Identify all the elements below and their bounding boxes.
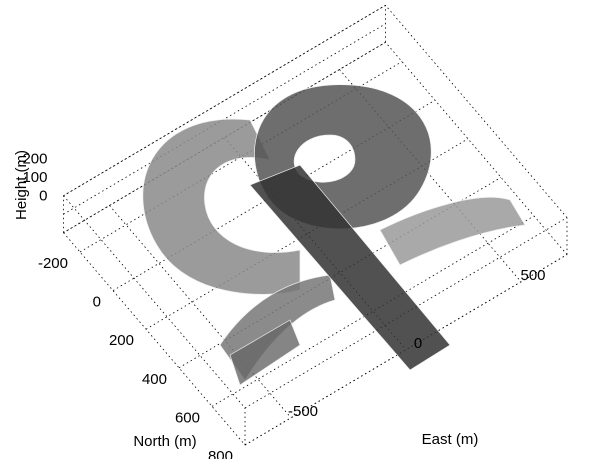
x-tick-label: -200 xyxy=(38,255,68,272)
z-tick-label: 100 xyxy=(22,169,47,186)
y-tick-label: -500 xyxy=(288,403,318,420)
x-tick-label: 400 xyxy=(142,371,167,388)
x-tick-label: 800 xyxy=(208,448,233,459)
y-tick-label: 500 xyxy=(520,267,545,284)
y-axis-label: East (m) xyxy=(422,431,479,448)
x-tick-label: 0 xyxy=(93,294,101,311)
z-tick-label: 0 xyxy=(39,188,47,205)
mesh-surface xyxy=(143,85,525,385)
z-tick-label: 200 xyxy=(22,151,47,168)
chart: North (m) East (m) Height (m) -200020040… xyxy=(0,0,612,459)
x-axis-label: North (m) xyxy=(133,433,196,450)
y-tick-label: 0 xyxy=(414,335,422,352)
x-tick-label: 200 xyxy=(109,332,134,349)
x-tick-label: 600 xyxy=(175,409,200,426)
